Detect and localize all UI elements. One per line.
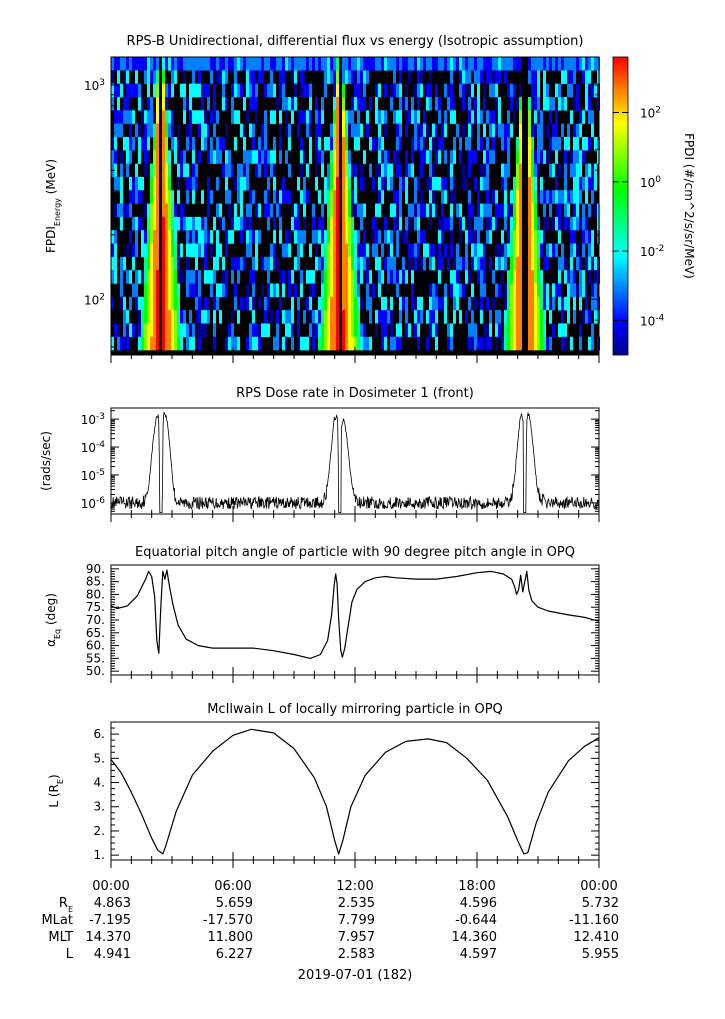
y-tick-label: 80. xyxy=(86,587,105,601)
pitch-angle-axes: 50.55.60.65.70.75.80.85.90. xyxy=(86,562,600,683)
colorbar-tick-label: 102 xyxy=(640,105,661,120)
spectrogram-heatmap xyxy=(111,57,600,355)
y-tick-label: 50. xyxy=(86,664,105,678)
y-tick-label: 3. xyxy=(94,800,105,814)
mcilwain-l-axes: 1. 2. 3. 4. 5. 6. xyxy=(94,727,600,868)
ephemeris-value: 5.955 xyxy=(582,947,619,962)
ephemeris-value: 14.360 xyxy=(452,930,498,945)
ephemeris-row-label: L xyxy=(66,947,74,962)
ephemeris-value: 5.732 xyxy=(582,896,619,911)
y-tick-label: 65. xyxy=(86,626,105,640)
y-tick-label: 103 xyxy=(84,78,105,93)
ephemeris-value: 4.597 xyxy=(460,947,497,962)
y-tick-label: 10-6 xyxy=(81,496,106,511)
mcilwain-l-frame xyxy=(110,721,600,861)
ephemeris-value: 4.596 xyxy=(460,896,497,911)
mcilwain-l-title: McIlwain L of locally mirroring particle… xyxy=(207,702,503,717)
ephemeris-row-label: MLat xyxy=(41,913,73,928)
pitch-angle-ylabel: αEq (deg) xyxy=(44,593,62,647)
y-tick-label: 10-4 xyxy=(81,440,106,455)
pitch-angle-frame xyxy=(110,564,600,676)
spectrogram-title: RPS-B Unidirectional, differential flux … xyxy=(127,34,584,49)
ephemeris-value: -7.195 xyxy=(89,913,131,928)
ephemeris-row-label: RE xyxy=(59,896,73,914)
y-tick-label: 10-3 xyxy=(81,412,105,427)
colorbar-gradient xyxy=(612,56,629,356)
heatmap-cells xyxy=(111,57,600,355)
ephemeris-value: 14.370 xyxy=(86,930,132,945)
y-tick-label: 5. xyxy=(94,751,105,765)
ephemeris-value: 5.659 xyxy=(216,896,253,911)
mcilwain-l-ylabel: L (RE) xyxy=(47,774,65,807)
y-tick-label: 6. xyxy=(94,727,105,741)
y-tick-label: 55. xyxy=(86,651,105,665)
y-tick-label: 90. xyxy=(86,562,105,576)
ephemeris-row-label: MLT xyxy=(48,930,73,945)
y-tick-label: 10-5 xyxy=(81,468,105,483)
y-tick-label: 75. xyxy=(86,600,105,614)
dose-rate-series-line xyxy=(110,411,600,513)
ephemeris-value: -0.644 xyxy=(455,913,497,928)
ephemeris-value: 11.800 xyxy=(208,930,254,945)
spectrogram-axes: 102 103 xyxy=(84,78,600,363)
colorbar-tick-label: 100 xyxy=(640,175,661,190)
y-tick-label: 70. xyxy=(86,613,105,627)
time-axis-labels: 00:00 06:00 12:00 18:00 00:00 xyxy=(92,879,617,894)
panel-dose-rate: RPS Dose rate in Dosimeter 1 (front) 10-… xyxy=(39,386,600,522)
pitch-angle-line xyxy=(110,569,600,659)
time-tick-label: 06:00 xyxy=(214,879,251,894)
dose-rate-ylabel: (rads/sec) xyxy=(39,431,53,491)
y-tick-label: 85. xyxy=(86,575,105,589)
pitch-angle-series-line xyxy=(110,569,600,659)
ephemeris-table: RE 4.863 5.659 2.535 4.596 5.732 MLat -7.195 -17… xyxy=(41,896,619,962)
ephemeris-value: 2.535 xyxy=(338,896,375,911)
ephemeris-value: 2.583 xyxy=(338,947,375,962)
y-tick-label: 4. xyxy=(94,776,105,790)
pitch-angle-title: Equatorial pitch angle of particle with … xyxy=(135,545,575,560)
ephemeris-value: 7.957 xyxy=(338,930,375,945)
ephemeris-value: -11.160 xyxy=(569,913,619,928)
y-tick-label: 1. xyxy=(94,848,105,862)
time-tick-label: 18:00 xyxy=(458,879,495,894)
colorbar-label: FPDI (#/cm^2/s/sr/MeV) xyxy=(682,133,696,279)
ephemeris-value: 6.227 xyxy=(216,947,253,962)
ephemeris-value: 4.863 xyxy=(94,896,131,911)
panel-pitch-angle: Equatorial pitch angle of particle with … xyxy=(44,545,600,683)
ephemeris-value: 4.941 xyxy=(94,947,131,962)
dose-rate-line xyxy=(110,411,600,513)
dose-rate-title: RPS Dose rate in Dosimeter 1 (front) xyxy=(236,386,474,401)
ephemeris-value: -17.570 xyxy=(203,913,253,928)
time-tick-label: 00:00 xyxy=(580,879,617,894)
panel-spectrogram: RPS-B Unidirectional, differential flux … xyxy=(44,34,696,363)
date-label: 2019-07-01 (182) xyxy=(298,968,413,983)
time-tick-label: 12:00 xyxy=(336,879,373,894)
colorbar-axes: 10-4 10-2 100 102 xyxy=(613,105,665,328)
panel-mcilwain-l: McIlwain L of locally mirroring particle… xyxy=(47,702,600,868)
mcilwain-l-series-line xyxy=(110,728,600,855)
mcilwain-l-line xyxy=(110,728,600,855)
colorbar-tick-label: 10-4 xyxy=(640,313,665,328)
colorbar-tick-label: 10-2 xyxy=(640,244,664,259)
y-tick-label: 2. xyxy=(94,824,105,838)
colorbar: 10-4 10-2 100 102 FPDI (#/cm^2/s/sr/MeV) xyxy=(612,56,696,356)
dose-rate-axes: 10-6 10-5 10-4 10-3 xyxy=(81,410,600,522)
y-tick-label: 102 xyxy=(84,292,105,307)
ephemeris-value: 12.410 xyxy=(574,930,620,945)
ephemeris-value: 7.799 xyxy=(338,913,375,928)
spectrogram-ylabel: FPDIEnergy (MeV) xyxy=(44,159,62,253)
y-tick-label: 60. xyxy=(86,639,105,653)
time-tick-label: 00:00 xyxy=(92,879,129,894)
